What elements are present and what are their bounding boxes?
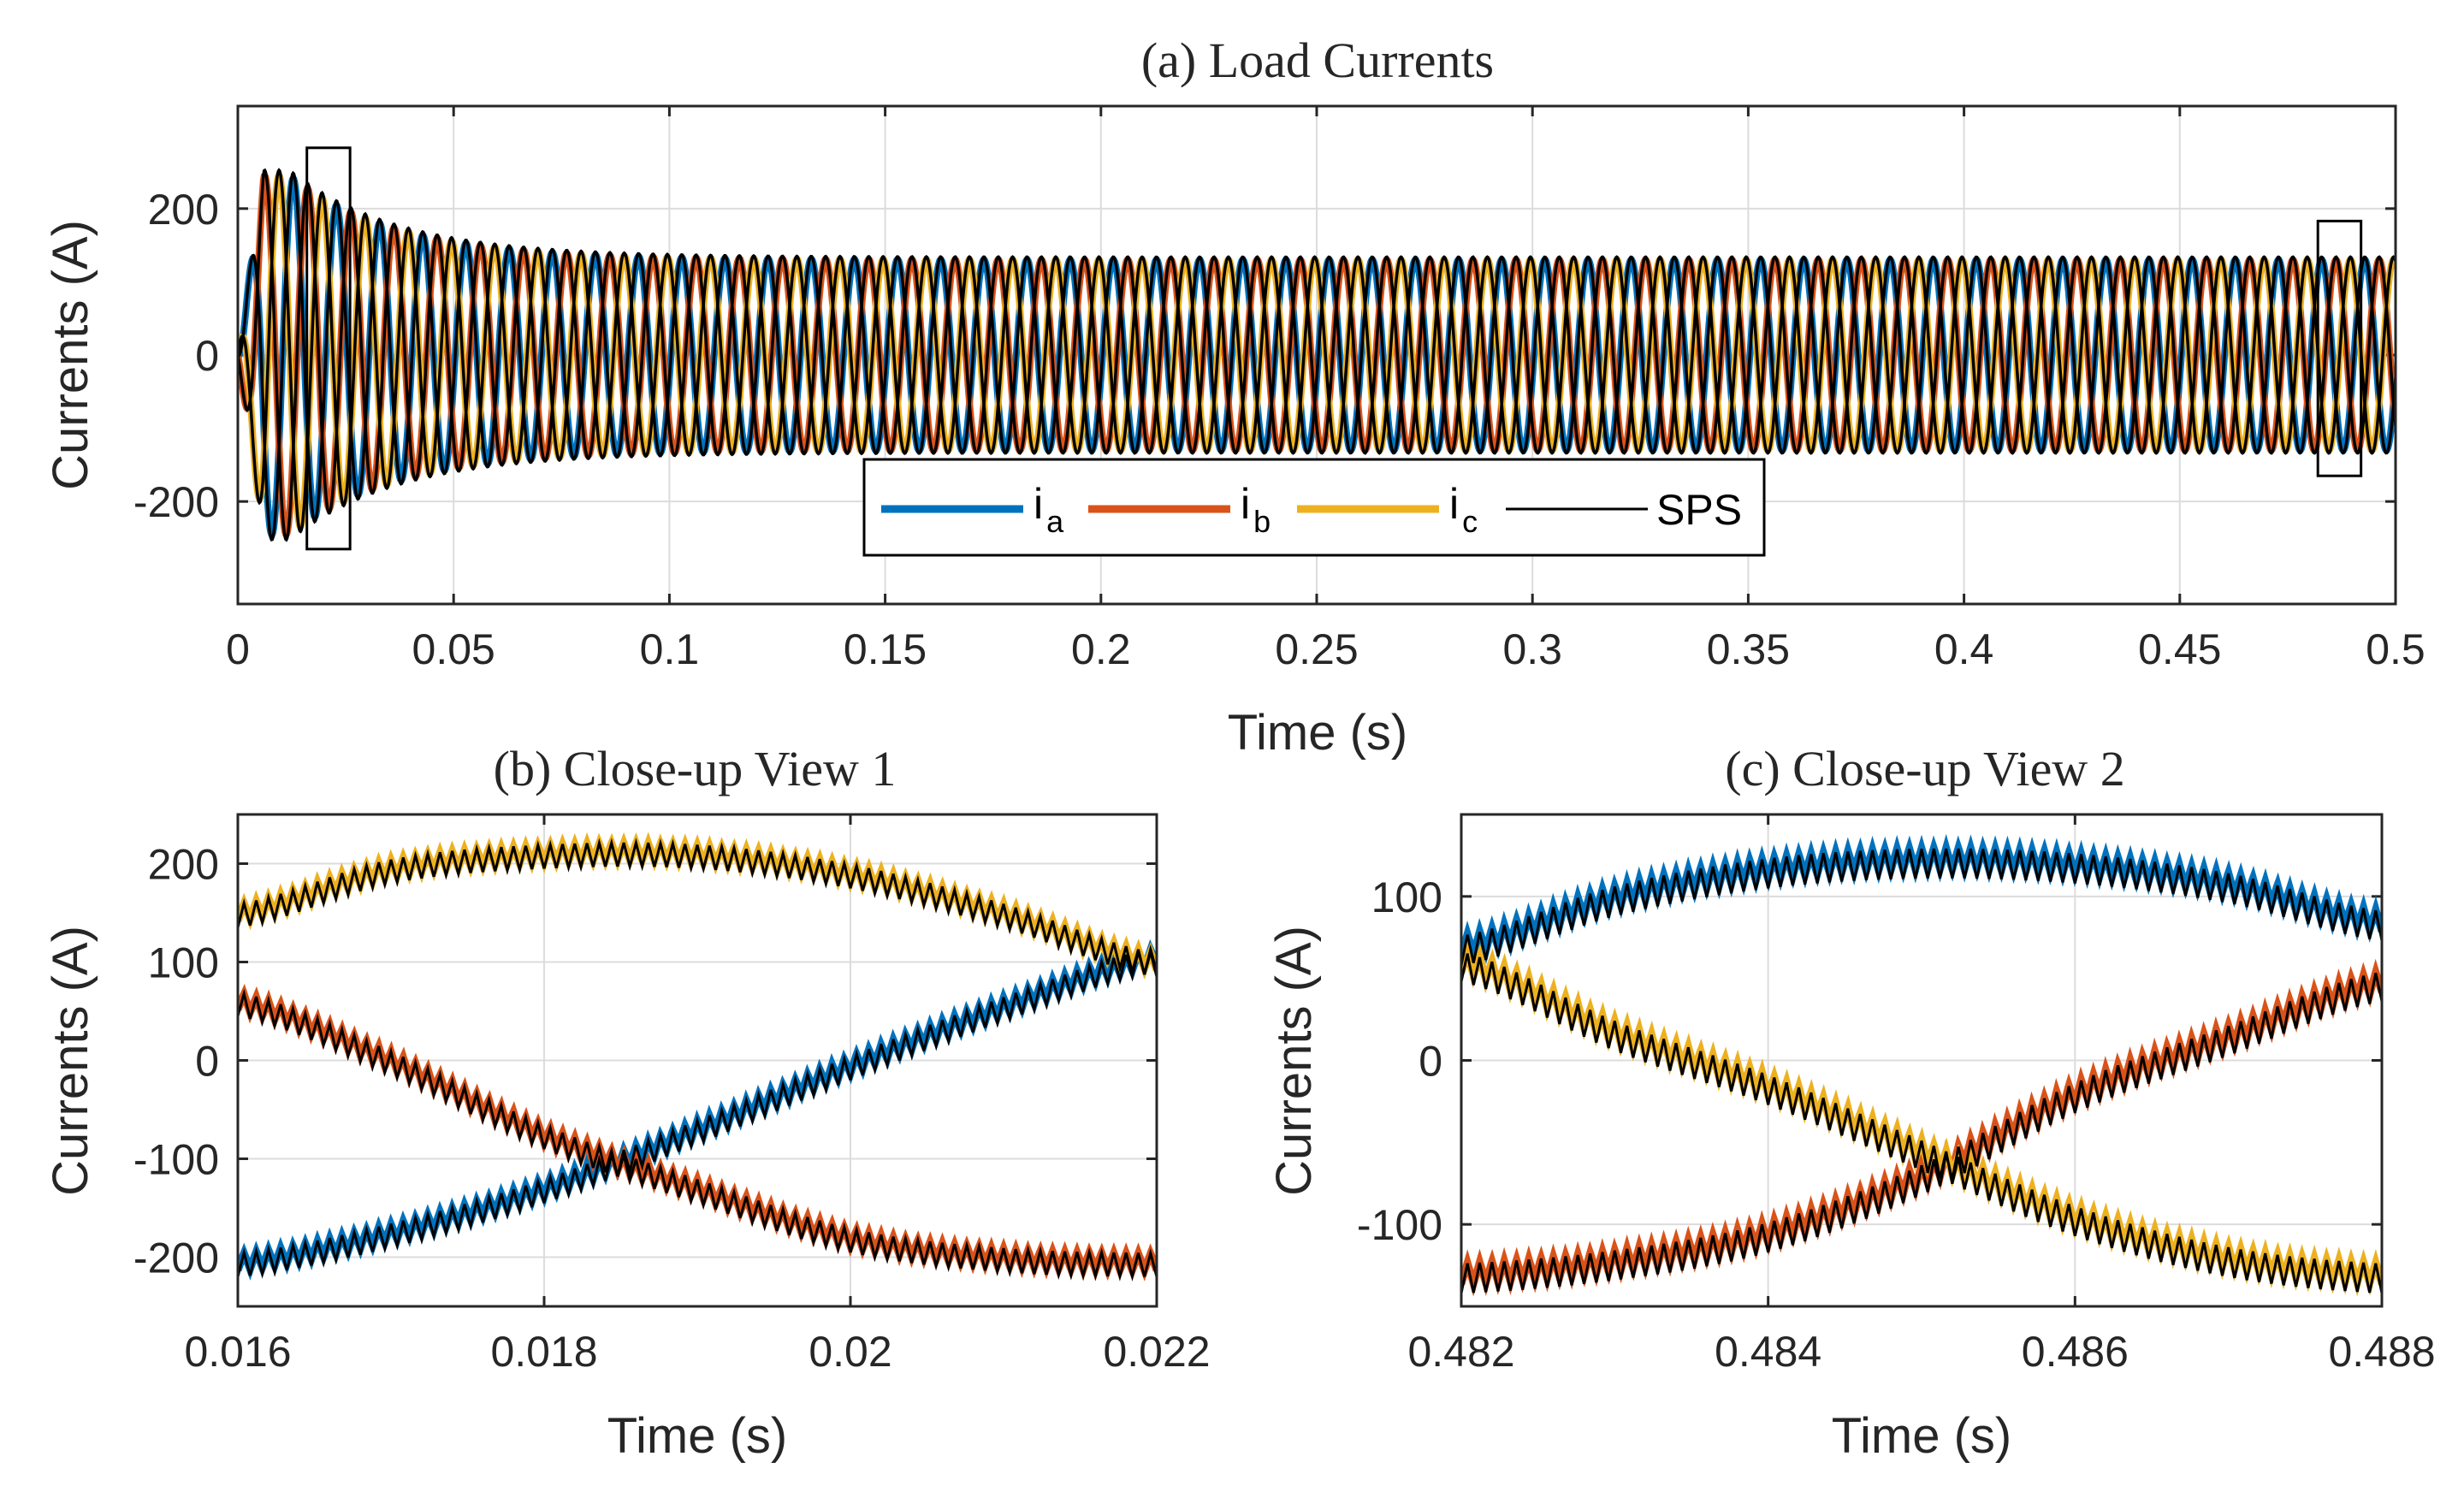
series-sps-ic	[238, 838, 1157, 978]
y-tick-label: 200	[148, 841, 219, 889]
x-tick-label: 0.05	[412, 625, 495, 673]
legend-label-sps: SPS	[1656, 486, 1742, 534]
panel-a-x-tick-labels: 0 0.05 0.1 0.15 0.2 0.25 0.3 0.35 0.4 0.45 0.5	[226, 625, 2426, 673]
panel-b-close-up-1: (b) Close-up View 1 0.016 0.018 0.02 0.022 …	[43, 741, 1211, 1464]
panel-c-axes-box	[1460, 813, 2384, 1308]
panel-c-y-tick-labels: -100 0 100	[1357, 873, 1442, 1249]
series-sps-ic	[238, 168, 2396, 534]
series-ic	[1461, 939, 2382, 1297]
x-tick-label: 0.3	[1502, 625, 1562, 673]
y-tick-label: -100	[133, 1136, 219, 1184]
y-tick-label: 200	[148, 186, 219, 234]
y-tick-label: -100	[1357, 1201, 1442, 1249]
x-tick-label: 0.02	[808, 1328, 891, 1376]
series-ia	[1461, 833, 2382, 968]
panel-c-x-tick-labels: 0.482 0.484 0.486 0.488	[1407, 1328, 2435, 1376]
x-tick-label: 0.2	[1071, 625, 1131, 673]
y-tick-label: -200	[133, 1234, 219, 1282]
x-tick-label: 0.1	[640, 625, 700, 673]
x-tick-label: 0.15	[844, 625, 927, 673]
series-ic	[238, 832, 1157, 980]
x-tick-label: 0.5	[2366, 625, 2426, 673]
series-ia	[238, 938, 1157, 1281]
y-tick-label: 100	[148, 939, 219, 987]
panel-c-close-up-2: (c) Close-up View 2 0.482 0.484 0.486 0.488…	[1266, 741, 2436, 1464]
y-tick-label: 0	[195, 1038, 219, 1086]
zoom-box	[305, 146, 352, 551]
x-tick-label: 0.486	[2022, 1328, 2129, 1376]
series-ib	[1461, 958, 2382, 1297]
panel-b-y-axis-label: Currents (A)	[43, 926, 98, 1196]
x-tick-label: 0.45	[2138, 625, 2221, 673]
panel-a-plot-area	[238, 168, 2396, 542]
y-tick-label: 0	[1419, 1038, 1442, 1086]
series-sps-ic	[1461, 953, 2382, 1294]
panel-b-x-tick-labels: 0.016 0.018 0.02 0.022	[184, 1328, 1210, 1376]
x-tick-label: 0	[226, 625, 250, 673]
panel-c-y-axis-label: Currents (A)	[1266, 926, 1322, 1196]
x-tick-label: 0.488	[2328, 1328, 2435, 1376]
x-tick-label: 0.25	[1275, 625, 1358, 673]
panel-a-zoom-boxes	[305, 146, 2363, 551]
panel-a-y-axis-label: Currents (A)	[43, 220, 98, 490]
panel-c-x-axis-label: Time (s)	[1832, 1408, 2011, 1464]
series-sps-ia	[238, 944, 1157, 1279]
x-tick-label: 0.018	[490, 1328, 597, 1376]
y-tick-label: -200	[133, 478, 219, 526]
panel-a-x-axis-label: Time (s)	[1228, 705, 1407, 761]
series-sps-ib	[238, 988, 1157, 1282]
y-tick-label: 100	[1371, 873, 1442, 921]
panel-b-plot-area	[238, 832, 1157, 1282]
x-tick-label: 0.484	[1715, 1328, 1821, 1376]
x-tick-label: 0.022	[1103, 1328, 1210, 1376]
panel-a-title: (a) Load Currents	[1141, 33, 1494, 88]
panel-b-axes-box	[236, 813, 1158, 1308]
panel-c-plot-area	[1461, 833, 2382, 1297]
panel-c-title: (c) Close-up View 2	[1725, 741, 2124, 796]
zoom-box	[2316, 219, 2363, 477]
series-sps-ib	[1461, 973, 2382, 1294]
x-tick-label: 0.35	[1707, 625, 1790, 673]
y-tick-label: 0	[195, 332, 219, 380]
panel-b-title: (b) Close-up View 1	[494, 741, 897, 796]
panel-a-y-tick-labels: -200 0 200	[133, 186, 219, 526]
panel-b-y-tick-labels: -200 -100 0 100 200	[133, 841, 219, 1282]
panel-a-axes-box	[236, 104, 2397, 606]
x-tick-label: 0.4	[1934, 625, 1994, 673]
series-sps-ib	[238, 168, 2396, 542]
series-sps-ia	[238, 170, 2396, 542]
panel-b-x-axis-label: Time (s)	[607, 1408, 787, 1464]
series-sps-ia	[1461, 848, 2382, 966]
x-tick-label: 0.482	[1407, 1328, 1514, 1376]
x-tick-label: 0.016	[184, 1328, 291, 1376]
panel-a-load-currents: (a) Load Currents 0 0.05 0.1 0.15 0.2 0.25 0.3…	[43, 33, 2426, 761]
